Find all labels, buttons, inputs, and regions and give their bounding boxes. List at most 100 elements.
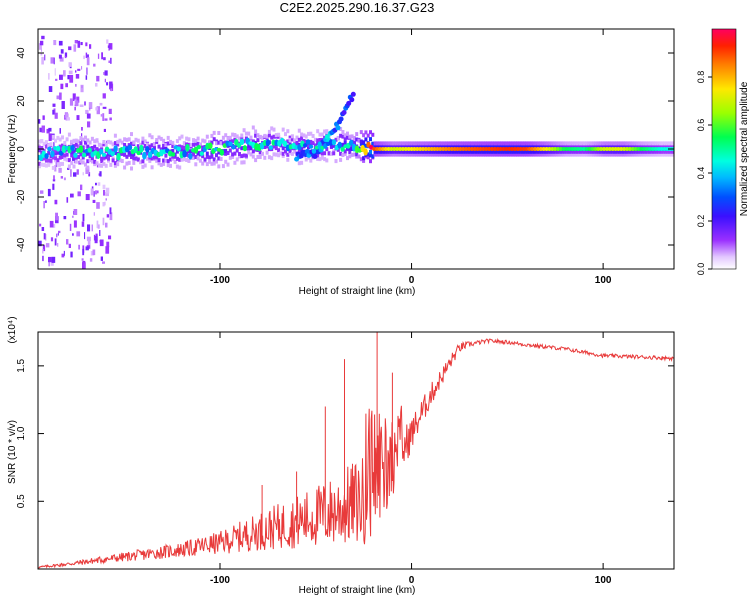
spectral-halo-cell bbox=[656, 144, 660, 149]
spectral-halo-cell bbox=[205, 154, 209, 159]
spectral-halo-cell bbox=[364, 137, 368, 142]
spectral-ridge-blob bbox=[133, 146, 138, 154]
spectral-halo-cell bbox=[587, 144, 591, 149]
spectral-halo-cell bbox=[212, 161, 216, 166]
spectral-halo-cell bbox=[509, 141, 513, 146]
spectral-halo-cell bbox=[178, 144, 182, 149]
spectral-halo-cell bbox=[369, 153, 372, 158]
spectral-ridge-blob bbox=[116, 152, 121, 161]
spectral-halo-cell bbox=[316, 153, 320, 158]
spectral-halo-cell bbox=[442, 144, 446, 149]
noise-speckle bbox=[38, 144, 41, 147]
spectral-halo-cell bbox=[42, 141, 46, 146]
spectral-halo-cell bbox=[546, 141, 549, 146]
spectral-halo-cell bbox=[490, 149, 494, 154]
spectral-halo-cell bbox=[426, 152, 430, 157]
spectral-halo-cell bbox=[107, 139, 110, 144]
spectral-halo-cell bbox=[350, 152, 354, 157]
spectral-halo-cell bbox=[56, 158, 60, 163]
noise-speckle bbox=[102, 113, 105, 121]
noise-speckle bbox=[73, 220, 77, 228]
spectral-halo-cell bbox=[424, 141, 428, 146]
noise-speckle bbox=[77, 191, 81, 197]
spectral-halo-cell bbox=[575, 149, 579, 154]
noise-speckle bbox=[48, 86, 53, 92]
spectral-halo-cell bbox=[654, 141, 658, 146]
spectral-halo-cell bbox=[663, 149, 667, 154]
spectral-halo-cell bbox=[88, 140, 92, 145]
spectral-halo-cell bbox=[401, 152, 405, 157]
spectral-halo-cell bbox=[123, 165, 127, 170]
colorbar-gradient bbox=[711, 28, 737, 270]
spectral-halo-cell bbox=[70, 153, 74, 158]
noise-speckle bbox=[42, 115, 45, 120]
noise-speckle bbox=[102, 217, 105, 226]
spectral-halo-cell bbox=[136, 144, 140, 149]
y-tick-label: -20 bbox=[16, 189, 27, 204]
spectral-halo-cell bbox=[180, 134, 184, 139]
spectral-halo-cell bbox=[628, 152, 632, 157]
spectral-halo-cell bbox=[387, 144, 391, 149]
spectral-halo-cell bbox=[100, 163, 104, 168]
spectral-halo-cell bbox=[507, 152, 510, 157]
spectral-halo-cell bbox=[396, 149, 400, 154]
noise-speckle bbox=[68, 62, 72, 67]
noise-speckle bbox=[38, 119, 41, 124]
spectral-halo-cell bbox=[656, 149, 660, 154]
spectral-halo-cell bbox=[81, 148, 85, 153]
spectral-halo-cell bbox=[431, 144, 435, 149]
spectral-halo-cell bbox=[247, 146, 251, 151]
spectral-halo-cell bbox=[651, 144, 655, 149]
spectral-halo-cell bbox=[70, 150, 74, 155]
noise-speckle bbox=[85, 246, 89, 251]
noise-speckle bbox=[38, 240, 42, 247]
spectral-halo-cell bbox=[635, 149, 639, 154]
spectral-halo-cell bbox=[649, 149, 653, 154]
spectral-halo-cell bbox=[67, 158, 71, 163]
spectral-halo-cell bbox=[109, 140, 113, 145]
spectral-halo-cell bbox=[410, 149, 414, 154]
spectral-halo-cell bbox=[61, 161, 64, 166]
spectral-ridge-blob bbox=[239, 138, 245, 145]
spectral-halo-cell bbox=[493, 149, 497, 154]
noise-speckle bbox=[104, 201, 106, 206]
x-tick-label: 100 bbox=[595, 275, 612, 286]
spectral-halo-cell bbox=[612, 141, 616, 146]
spectral-halo-cell bbox=[100, 156, 104, 161]
spectral-halo-cell bbox=[40, 146, 44, 150]
y-tick-label: 0 bbox=[16, 146, 27, 152]
spectral-halo-cell bbox=[534, 149, 538, 154]
noise-speckle bbox=[69, 223, 72, 231]
spectral-ridge-blob bbox=[101, 153, 107, 157]
spectral-halo-cell bbox=[113, 141, 117, 146]
spectral-halo-cell bbox=[444, 144, 448, 149]
noise-speckle bbox=[52, 224, 56, 228]
spectral-halo-cell bbox=[258, 134, 262, 139]
spectral-halo-cell bbox=[307, 131, 310, 136]
noise-speckle bbox=[97, 182, 101, 186]
noise-speckle bbox=[102, 184, 106, 189]
spectral-halo-cell bbox=[525, 141, 529, 146]
spectral-halo-cell bbox=[628, 141, 632, 146]
spectral-halo-cell bbox=[166, 159, 170, 164]
spectral-halo-cell bbox=[81, 145, 85, 150]
spectral-halo-cell bbox=[463, 144, 467, 149]
spectral-halo-cell bbox=[456, 144, 460, 149]
spectral-halo-cell bbox=[442, 149, 446, 154]
spectral-halo-cell bbox=[401, 149, 405, 154]
spectral-halo-cell bbox=[341, 153, 345, 157]
spectral-halo-cell bbox=[336, 147, 340, 152]
spectral-halo-cell bbox=[375, 149, 379, 154]
noise-speckle bbox=[68, 70, 73, 74]
spectral-halo-cell bbox=[398, 149, 402, 154]
spectral-halo-cell bbox=[661, 152, 664, 157]
spectral-halo-cell bbox=[550, 141, 554, 146]
spectral-halo-cell bbox=[435, 141, 439, 146]
spectral-halo-cell bbox=[58, 155, 62, 160]
spectral-halo-cell bbox=[504, 144, 508, 149]
spectral-halo-cell bbox=[582, 152, 586, 157]
spectral-halo-cell bbox=[578, 149, 582, 154]
spectral-halo-cell bbox=[529, 149, 533, 154]
spectral-halo-cell bbox=[81, 155, 85, 160]
spectral-halo-cell bbox=[398, 152, 402, 157]
